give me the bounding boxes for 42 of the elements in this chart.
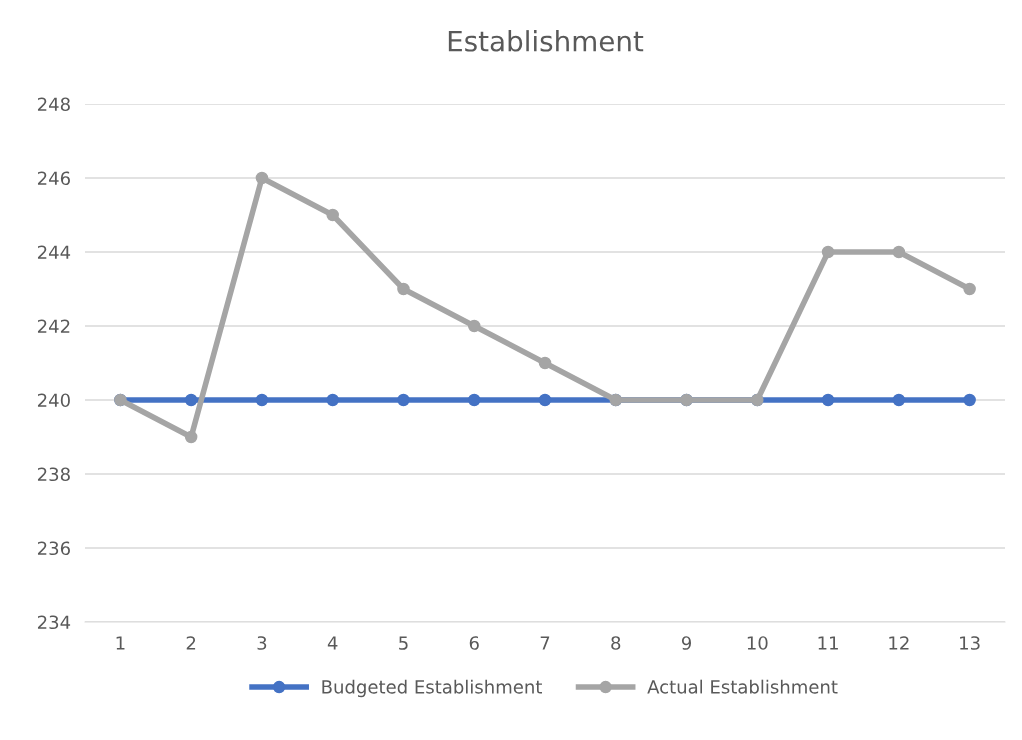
chart-title: Establishment — [448, 30, 644, 52]
x-tick-label: 3 — [257, 636, 267, 650]
y-tick-label: 240 — [37, 393, 70, 408]
y-tick-label: 236 — [37, 541, 70, 556]
point — [397, 393, 410, 407]
point — [397, 282, 410, 296]
point — [538, 356, 552, 370]
x-tick-label: 2 — [186, 636, 196, 650]
point — [326, 393, 339, 407]
point — [326, 208, 339, 222]
x-tick-label: 11 — [818, 636, 838, 650]
y-tick-label: 238 — [37, 467, 70, 482]
y-tick-label: 242 — [37, 319, 70, 333]
x-tick-label: 7 — [540, 636, 550, 650]
x-tick-label: 1 — [116, 636, 125, 650]
y-tick-label: 248 — [37, 97, 70, 112]
legend-label: Actual Establishment — [647, 679, 838, 694]
x-tick-label: 8 — [611, 636, 621, 650]
point — [255, 393, 269, 407]
point — [892, 393, 906, 407]
y-tick-label: 246 — [37, 171, 70, 186]
point — [467, 319, 481, 333]
x-tick-label: 12 — [889, 636, 909, 650]
point — [821, 393, 835, 407]
x-tick-label: 4 — [327, 636, 338, 650]
point — [467, 393, 481, 407]
point — [184, 393, 198, 407]
point — [963, 282, 976, 296]
x-tick-label: 9 — [681, 636, 692, 650]
y-tick-label: 234 — [37, 615, 71, 630]
x-tick-label: 13 — [960, 636, 980, 650]
point — [184, 430, 198, 444]
point — [538, 393, 552, 407]
x-tick-label: 5 — [399, 636, 408, 650]
point — [821, 245, 835, 259]
y-tick-label: 244 — [37, 245, 71, 259]
x-tick-label: 10 — [747, 636, 768, 650]
legend-label: Budgeted Establishment — [322, 679, 542, 698]
point — [963, 393, 976, 407]
x-tick-label: 6 — [469, 636, 479, 650]
point — [892, 245, 906, 259]
point — [255, 171, 269, 185]
